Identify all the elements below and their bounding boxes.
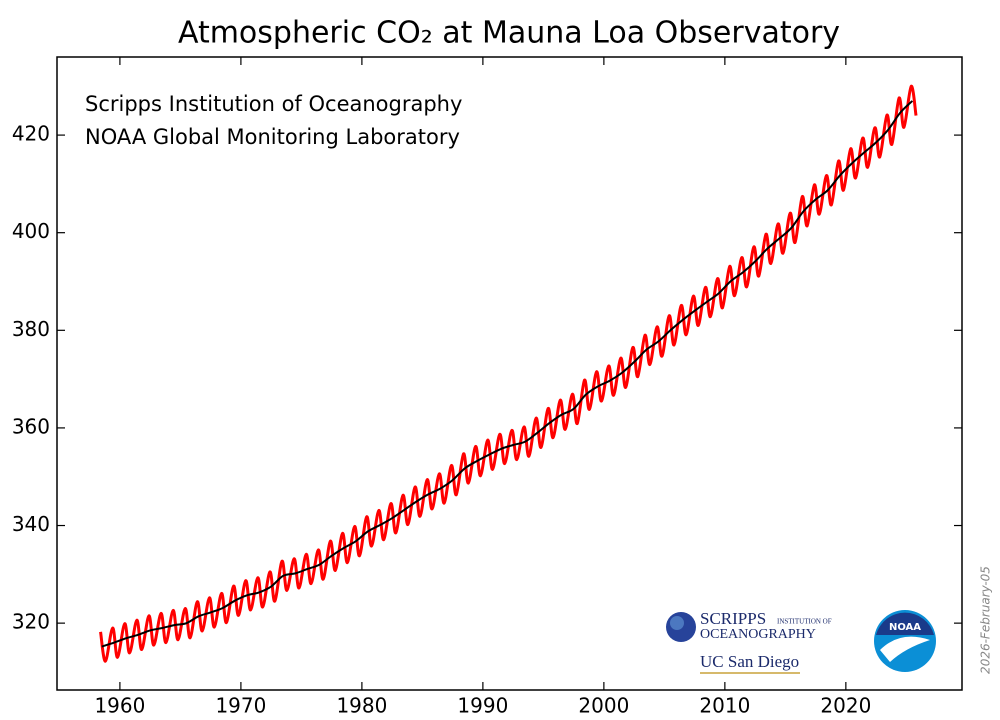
x-tick-label: 1970 [215,694,266,718]
y-tick-label: 340 [12,512,50,536]
x-tick-label: 1980 [336,694,387,718]
y-tick-label: 420 [12,122,50,146]
y-tick-label: 360 [12,414,50,438]
x-tick-label: 2010 [699,694,750,718]
noaa-bird [880,636,930,662]
logo-text: OCEANOGRAPHY [700,627,816,642]
x-tick-label: 1990 [457,694,508,718]
noaa-top [876,612,934,635]
logo-text: UC San Diego [700,652,799,671]
globe [670,616,684,630]
date-stamp: 2026-February-05 [979,566,993,674]
x-tick-label: 2020 [820,694,871,718]
annotation: Scripps Institution of Oceanography [85,92,462,116]
annotation: NOAA Global Monitoring Laboratory [85,125,460,149]
series-line [99,84,918,663]
series-line [101,100,914,648]
x-tick-label: 2000 [578,694,629,718]
y-tick-label: 380 [12,317,50,341]
plot-frame [56,56,963,691]
noaa-logo: NOAA [874,610,936,672]
logo-text: SCRIPPS [700,609,766,628]
logo-text: INSTITUTION OF [777,618,832,626]
scripps-logo: SCRIPPS INSTITUTION OF OCEANOGRAPHY UC S… [666,609,832,674]
logo-text: NOAA [889,622,921,633]
y-tick-label: 400 [12,219,50,243]
y-tick-label: 320 [12,610,50,634]
x-tick-label: 1960 [94,694,145,718]
chart-title: Atmospheric CO₂ at Mauna Loa Observatory [178,16,840,51]
